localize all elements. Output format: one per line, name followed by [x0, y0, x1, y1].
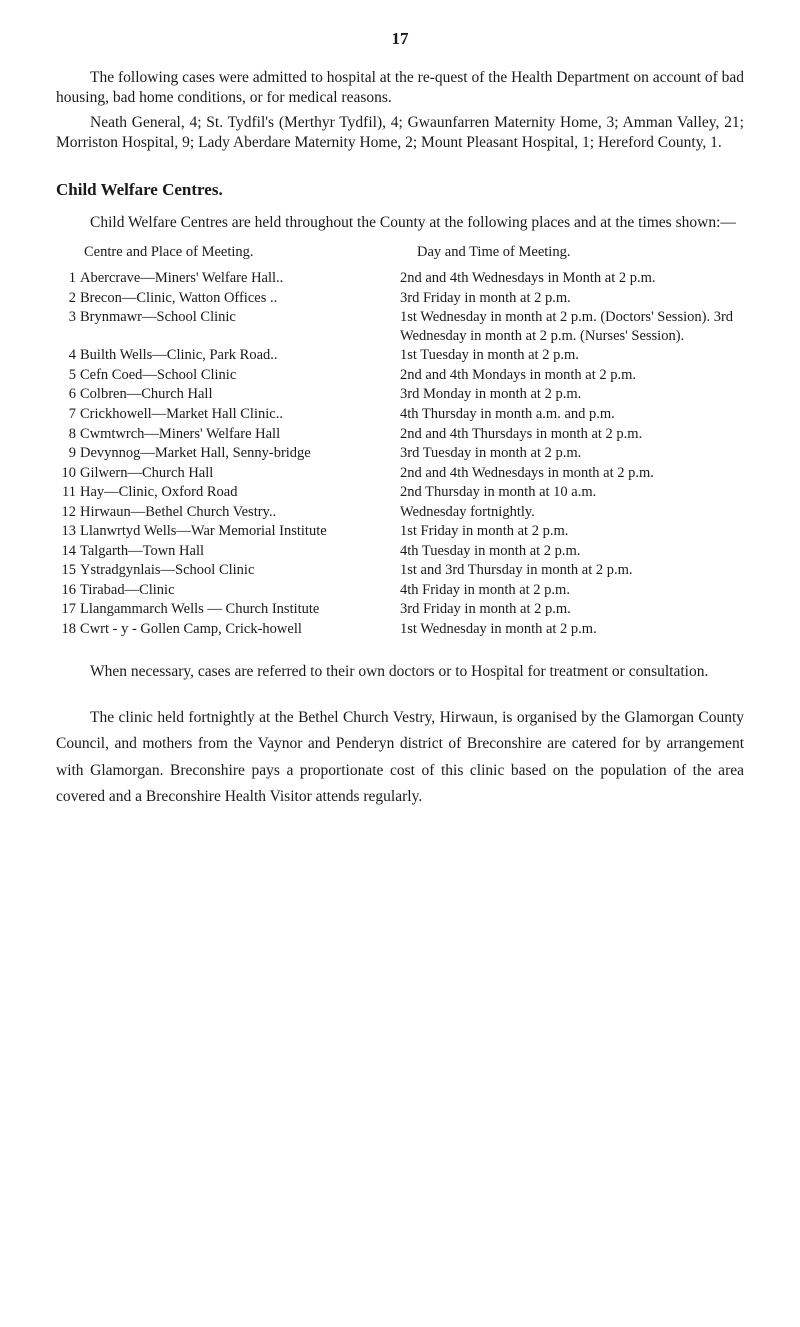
row-centre: Crickhowell—Market Hall Clinic..	[80, 405, 396, 424]
row-centre: Talgarth—Town Hall	[80, 542, 396, 561]
row-centre: Colbren—Church Hall	[80, 385, 396, 404]
row-number: 7	[56, 405, 80, 424]
section-heading: Child Welfare Centres.	[56, 179, 744, 201]
row-time: 3rd Friday in month at 2 p.m.	[396, 289, 744, 308]
row-time: 2nd Thursday in month at 10 a.m.	[396, 483, 744, 502]
row-time: Wednesday fortnightly.	[396, 503, 744, 522]
row-centre: Cwmtwrch—Miners' Welfare Hall	[80, 425, 396, 444]
row-time: 2nd and 4th Thursdays in month at 2 p.m.	[396, 425, 744, 444]
table-row: 12 Hirwaun—Bethel Church Vestry.. Wednes…	[56, 503, 744, 522]
row-number: 6	[56, 385, 80, 404]
row-time: 3rd Monday in month at 2 p.m.	[396, 385, 744, 404]
row-time: 1st and 3rd Thursday in month at 2 p.m.	[396, 561, 744, 580]
table-row: 16 Tirabad—Clinic 4th Friday in month at…	[56, 581, 744, 600]
row-centre: Builth Wells—Clinic, Park Road..	[80, 346, 396, 365]
row-centre: Cefn Coed—School Clinic	[80, 366, 396, 385]
row-time: 4th Tuesday in month at 2 p.m.	[396, 542, 744, 561]
table-row: 1 Abercrave—Miners' Welfare Hall.. 2nd a…	[56, 269, 744, 288]
row-centre: Gilwern—Church Hall	[80, 464, 396, 483]
row-centre: Ystradgynlais—School Clinic	[80, 561, 396, 580]
table-header-right: Day and Time of Meeting.	[417, 243, 744, 262]
row-time: 3rd Friday in month at 2 p.m.	[396, 600, 744, 619]
table-header-row: Centre and Place of Meeting. Day and Tim…	[56, 243, 744, 262]
row-number: 8	[56, 425, 80, 444]
row-number: 5	[56, 366, 80, 385]
table-row: 8 Cwmtwrch—Miners' Welfare Hall 2nd and …	[56, 425, 744, 444]
row-number: 11	[56, 483, 80, 502]
row-centre: Brecon—Clinic, Watton Offices ..	[80, 289, 396, 308]
row-time: 1st Friday in month at 2 p.m.	[396, 522, 744, 541]
section-intro: Child Welfare Centres are held throughou…	[56, 213, 744, 233]
table-row: 5 Cefn Coed—School Clinic 2nd and 4th Mo…	[56, 366, 744, 385]
row-time: 2nd and 4th Wednesdays in Month at 2 p.m…	[396, 269, 744, 288]
table-row: 3 Brynmawr—School Clinic 1st Wednesday i…	[56, 308, 744, 345]
row-centre: Devynnog—Market Hall, Senny-bridge	[80, 444, 396, 463]
row-centre: Brynmawr—School Clinic	[80, 308, 396, 327]
row-time: 4th Thursday in month a.m. and p.m.	[396, 405, 744, 424]
row-number: 3	[56, 308, 80, 327]
row-centre: Cwrt - y - Gollen Camp, Crick-howell	[80, 620, 396, 639]
table-row: 4 Builth Wells—Clinic, Park Road.. 1st T…	[56, 346, 744, 365]
row-number: 1	[56, 269, 80, 288]
row-number: 16	[56, 581, 80, 600]
row-centre: Llanwrtyd Wells—War Memorial Institute	[80, 522, 396, 541]
row-centre: Hay—Clinic, Oxford Road	[80, 483, 396, 502]
row-number: 2	[56, 289, 80, 308]
row-time: 2nd and 4th Mondays in month at 2 p.m.	[396, 366, 744, 385]
row-number: 12	[56, 503, 80, 522]
table-row: 7 Crickhowell—Market Hall Clinic.. 4th T…	[56, 405, 744, 424]
row-centre: Abercrave—Miners' Welfare Hall..	[80, 269, 396, 288]
table-row: 13 Llanwrtyd Wells—War Memorial Institut…	[56, 522, 744, 541]
row-centre: Hirwaun—Bethel Church Vestry..	[80, 503, 396, 522]
table-row: 2 Brecon—Clinic, Watton Offices .. 3rd F…	[56, 289, 744, 308]
table-header-left: Centre and Place of Meeting.	[56, 243, 417, 262]
centres-table: Centre and Place of Meeting. Day and Tim…	[56, 243, 744, 639]
row-number: 4	[56, 346, 80, 365]
row-time: 2nd and 4th Wednesdays in month at 2 p.m…	[396, 464, 744, 483]
lower-paragraph-2: The clinic held fortnightly at the Bethe…	[56, 705, 744, 810]
row-time: 3rd Tuesday in month at 2 p.m.	[396, 444, 744, 463]
intro-paragraph-2: Neath General, 4; St. Tydfil's (Merthyr …	[56, 113, 744, 153]
table-row: 9 Devynnog—Market Hall, Senny-bridge 3rd…	[56, 444, 744, 463]
table-row: 10 Gilwern—Church Hall 2nd and 4th Wedne…	[56, 464, 744, 483]
row-time: 1st Wednesday in month at 2 p.m. (Doctor…	[396, 308, 744, 345]
table-row: 18 Cwrt - y - Gollen Camp, Crick-howell …	[56, 620, 744, 639]
lower-paragraph-1: When necessary, cases are referred to th…	[56, 659, 744, 685]
row-number: 15	[56, 561, 80, 580]
row-time: 1st Wednesday in month at 2 p.m.	[396, 620, 744, 639]
row-number: 13	[56, 522, 80, 541]
row-number: 9	[56, 444, 80, 463]
table-row: 17 Llangammarch Wells — Church Institute…	[56, 600, 744, 619]
table-row: 11 Hay—Clinic, Oxford Road 2nd Thursday …	[56, 483, 744, 502]
row-time: 4th Friday in month at 2 p.m.	[396, 581, 744, 600]
intro-paragraph-1: The following cases were admitted to hos…	[56, 68, 744, 108]
row-number: 14	[56, 542, 80, 561]
table-row: 15 Ystradgynlais—School Clinic 1st and 3…	[56, 561, 744, 580]
table-row: 14 Talgarth—Town Hall 4th Tuesday in mon…	[56, 542, 744, 561]
row-number: 18	[56, 620, 80, 639]
row-number: 10	[56, 464, 80, 483]
row-centre: Tirabad—Clinic	[80, 581, 396, 600]
page-number: 17	[56, 28, 744, 50]
table-row: 6 Colbren—Church Hall 3rd Monday in mont…	[56, 385, 744, 404]
row-time: 1st Tuesday in month at 2 p.m.	[396, 346, 744, 365]
row-number: 17	[56, 600, 80, 619]
row-centre: Llangammarch Wells — Church Institute	[80, 600, 396, 619]
